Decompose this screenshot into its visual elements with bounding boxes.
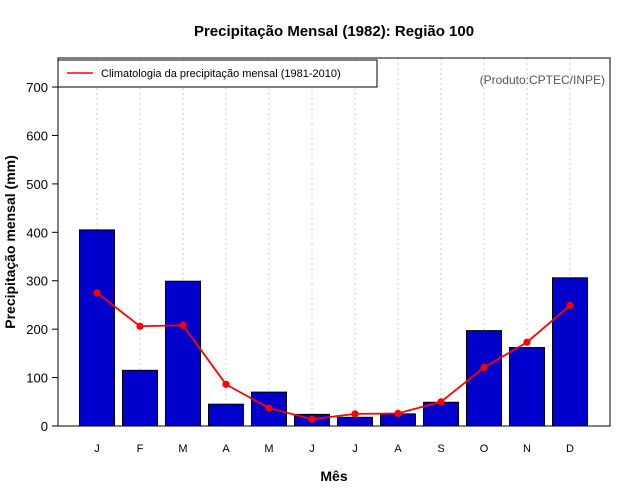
y-tick-label-300: 300 <box>26 274 48 289</box>
grid-lines <box>96 58 571 426</box>
legend-label: Climatologia da precipitação mensal (198… <box>101 68 341 80</box>
climatology-point-1 <box>93 289 101 297</box>
legend-box <box>57 59 378 88</box>
x-tick-label-8: A <box>394 443 402 455</box>
x-axis-title: Mês <box>320 468 347 484</box>
plot-frame <box>57 57 611 427</box>
legend: Climatologia da precipitação mensal (198… <box>57 59 378 88</box>
y-tick-label-200: 200 <box>26 322 48 337</box>
climatology-point-6 <box>308 415 316 423</box>
bar-1 <box>79 229 115 427</box>
climatology-point-9 <box>437 398 445 406</box>
x-tick-label-12: D <box>566 443 574 455</box>
bars-group <box>79 229 588 427</box>
climatology-line-group <box>93 289 574 423</box>
x-tick-label-10: O <box>480 443 489 455</box>
climatology-point-11 <box>523 338 531 346</box>
climatology-point-4 <box>222 380 230 388</box>
y-tick-label-700: 700 <box>26 80 48 95</box>
y-axis: 0 100 200 300 400 500 600 700 <box>26 80 58 434</box>
climatology-point-7 <box>351 410 359 418</box>
bar-3 <box>165 280 201 427</box>
bar-12 <box>552 277 588 427</box>
climatology-line <box>96 292 571 421</box>
bar-2 <box>122 369 158 427</box>
x-tick-label-1: J <box>94 443 100 455</box>
climatology-point-3 <box>179 321 187 329</box>
climatology-point-2 <box>136 322 144 330</box>
climatology-point-8 <box>394 409 402 418</box>
y-tick-label-500: 500 <box>26 177 48 192</box>
x-tick-label-3: M <box>178 443 187 455</box>
bar-7 <box>337 416 373 427</box>
y-tick-label-400: 400 <box>26 225 48 240</box>
y-tick-label-100: 100 <box>26 371 48 386</box>
climatology-point-12 <box>566 301 574 310</box>
y-axis-title: Precipitação mensal (mm) <box>2 155 18 329</box>
chart-title: Precipitação Mensal (1982): Região 100 <box>194 23 474 40</box>
climatology-point-10 <box>480 363 488 372</box>
x-tick-label-4: A <box>222 443 230 455</box>
x-tick-label-6: J <box>309 443 315 455</box>
x-tick-label-5: M <box>264 443 273 455</box>
x-tick-label-2: F <box>137 443 144 455</box>
climatology-point-5 <box>265 404 273 412</box>
x-tick-label-9: S <box>437 443 444 455</box>
y-tick-label-600: 600 <box>26 128 48 143</box>
x-tick-label-11: N <box>523 443 531 455</box>
bar-10 <box>466 330 502 427</box>
x-tick-label-7: J <box>352 443 358 455</box>
credit-annotation: (Produto:CPTEC/INPE) <box>480 73 605 87</box>
y-tick-label-0: 0 <box>41 419 48 434</box>
bar-11 <box>509 347 545 427</box>
bar-4 <box>208 403 244 427</box>
